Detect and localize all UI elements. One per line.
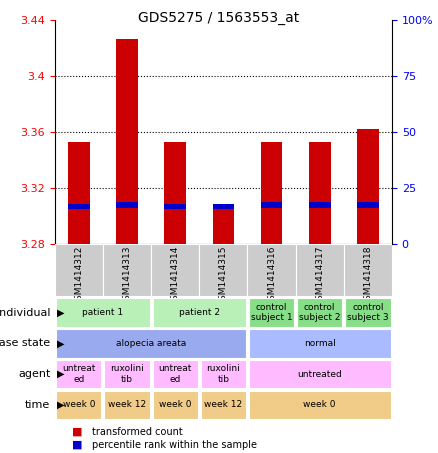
- Text: GSM1414312: GSM1414312: [74, 246, 83, 306]
- Bar: [164, 203, 186, 209]
- Bar: [116, 202, 138, 208]
- Bar: [261, 202, 283, 208]
- Bar: [103, 244, 151, 296]
- Text: week 0: week 0: [63, 400, 95, 410]
- Bar: [104, 391, 150, 419]
- Bar: [309, 142, 331, 244]
- Bar: [68, 203, 90, 209]
- Bar: [345, 299, 391, 327]
- Text: week 12: week 12: [108, 400, 146, 410]
- Text: week 0: week 0: [304, 400, 336, 410]
- Text: GDS5275 / 1563553_at: GDS5275 / 1563553_at: [138, 11, 300, 25]
- Text: alopecia areata: alopecia areata: [116, 339, 186, 348]
- Bar: [261, 142, 283, 244]
- Bar: [249, 360, 391, 388]
- Text: GSM1414317: GSM1414317: [315, 246, 324, 306]
- Bar: [152, 299, 246, 327]
- Text: control
subject 2: control subject 2: [299, 303, 340, 322]
- Text: ruxolini
tib: ruxolini tib: [206, 365, 240, 384]
- Text: ▶: ▶: [57, 338, 64, 348]
- Text: GSM1414313: GSM1414313: [123, 246, 131, 306]
- Text: agent: agent: [18, 369, 50, 379]
- Text: normal: normal: [304, 339, 336, 348]
- Text: control
subject 3: control subject 3: [347, 303, 389, 322]
- Bar: [201, 360, 246, 388]
- Text: disease state: disease state: [0, 338, 50, 348]
- Bar: [56, 329, 246, 357]
- Bar: [164, 142, 186, 244]
- Text: control
subject 1: control subject 1: [251, 303, 293, 322]
- Text: GSM1414316: GSM1414316: [267, 246, 276, 306]
- Bar: [56, 299, 150, 327]
- Bar: [296, 244, 344, 296]
- Bar: [249, 329, 391, 357]
- Bar: [247, 244, 296, 296]
- Text: GSM1414318: GSM1414318: [364, 246, 372, 306]
- Text: individual: individual: [0, 308, 50, 318]
- Text: transformed count: transformed count: [92, 427, 183, 437]
- Bar: [249, 299, 294, 327]
- Text: ■: ■: [72, 427, 83, 437]
- Text: ■: ■: [72, 440, 83, 450]
- Text: week 0: week 0: [159, 400, 191, 410]
- Bar: [56, 360, 102, 388]
- Bar: [212, 209, 234, 244]
- Bar: [104, 360, 150, 388]
- Text: ▶: ▶: [57, 400, 64, 410]
- Bar: [344, 244, 392, 296]
- Bar: [357, 130, 379, 244]
- Bar: [297, 299, 343, 327]
- Text: untreat
ed: untreat ed: [62, 365, 95, 384]
- Bar: [152, 360, 198, 388]
- Bar: [56, 391, 102, 419]
- Text: patient 1: patient 1: [82, 308, 124, 317]
- Text: ruxolini
tib: ruxolini tib: [110, 365, 144, 384]
- Bar: [55, 244, 103, 296]
- Bar: [309, 202, 331, 208]
- Bar: [357, 202, 379, 208]
- Text: GSM1414315: GSM1414315: [219, 246, 228, 306]
- Text: time: time: [25, 400, 50, 410]
- Bar: [152, 391, 198, 419]
- Bar: [249, 391, 391, 419]
- Bar: [201, 391, 246, 419]
- Bar: [212, 203, 234, 209]
- Bar: [199, 244, 247, 296]
- Text: untreat
ed: untreat ed: [159, 365, 192, 384]
- Text: patient 2: patient 2: [179, 308, 220, 317]
- Text: percentile rank within the sample: percentile rank within the sample: [92, 440, 257, 450]
- Text: GSM1414314: GSM1414314: [171, 246, 180, 306]
- Text: untreated: untreated: [297, 370, 342, 379]
- Bar: [151, 244, 199, 296]
- Bar: [116, 39, 138, 244]
- Text: ▶: ▶: [57, 308, 64, 318]
- Text: ▶: ▶: [57, 369, 64, 379]
- Text: week 12: week 12: [204, 400, 243, 410]
- Bar: [68, 142, 90, 244]
